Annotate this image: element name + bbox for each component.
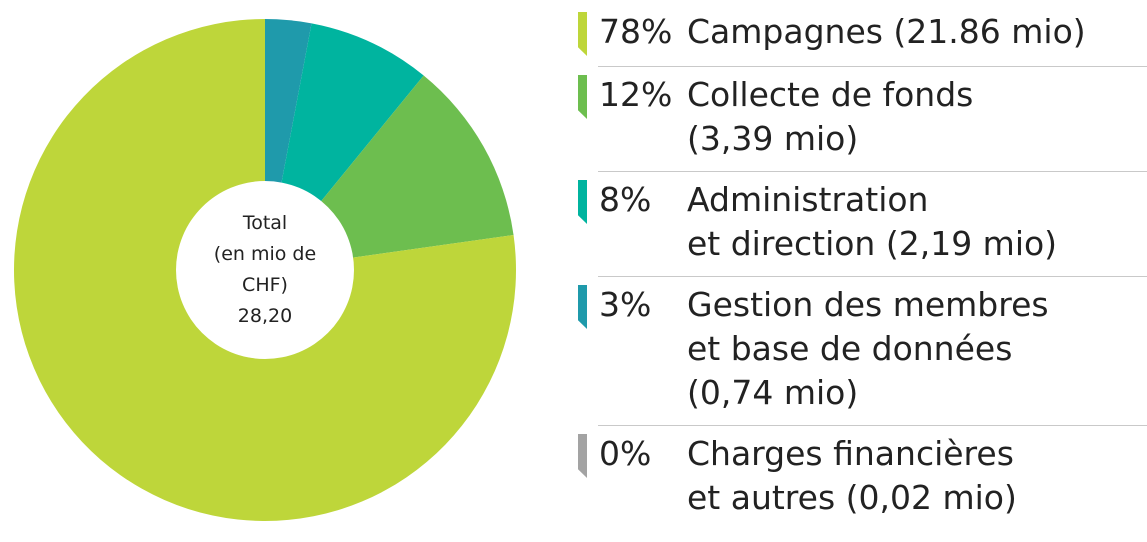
legend-label: Collecte de fonds (3,39 mio) [687, 73, 973, 161]
donut-hole [176, 181, 354, 359]
legend-label-line: et autres (0,02 mio) [687, 478, 1017, 517]
legend-item: 8% Administration et direction (2,19 mio) [578, 171, 1147, 276]
legend-marker [578, 285, 587, 329]
legend-label: Gestion des membres et base de données (0,… [687, 283, 1049, 415]
legend-percent: 78% [599, 12, 673, 51]
legend: 78% Campagnes (21.86 mio) 12% Collecte de f… [578, 4, 1147, 530]
center-label: (en mio de [214, 243, 316, 265]
legend-label-line: Administration [687, 180, 929, 219]
legend-label-line: Gestion des membres [687, 285, 1049, 324]
legend-item: 12% Collecte de fonds (3,39 mio) [578, 66, 1147, 171]
legend-label-line: (3,39 mio) [687, 119, 859, 158]
legend-label: Charges financières et autres (0,02 mio) [687, 432, 1017, 520]
legend-marker [578, 180, 587, 224]
chart: Total (en mio de CHF) 28,20 [13, 19, 517, 521]
legend-percent: 0% [599, 434, 652, 473]
legend-item: 3% Gestion des membres et base de données (… [578, 276, 1147, 425]
legend-item: 78% Campagnes (21.86 mio) [578, 4, 1147, 66]
center-label: CHF) [242, 274, 288, 296]
legend-label-line: et direction (2,19 mio) [687, 224, 1058, 263]
legend-label-line: Charges financières [687, 434, 1014, 473]
legend-marker [578, 12, 587, 56]
legend-marker [578, 434, 587, 478]
center-label: 28,20 [238, 305, 292, 327]
legend-percent: 8% [599, 180, 652, 219]
legend-percent: 3% [599, 285, 652, 324]
legend-label-line: Campagnes (21.86 mio) [687, 12, 1086, 51]
legend-item: 0% Charges financières et autres (0,02 mio… [578, 425, 1147, 530]
legend-label: Campagnes (21.86 mio) [687, 10, 1086, 54]
legend-percent: 12% [599, 75, 673, 114]
legend-label-line: et base de données [687, 329, 1013, 368]
legend-label: Administration et direction (2,19 mio) [687, 178, 1057, 266]
legend-label-line: Collecte de fonds [687, 75, 974, 114]
legend-marker [578, 75, 587, 119]
center-label: Total [242, 212, 287, 234]
legend-label-line: (0,74 mio) [687, 373, 859, 412]
